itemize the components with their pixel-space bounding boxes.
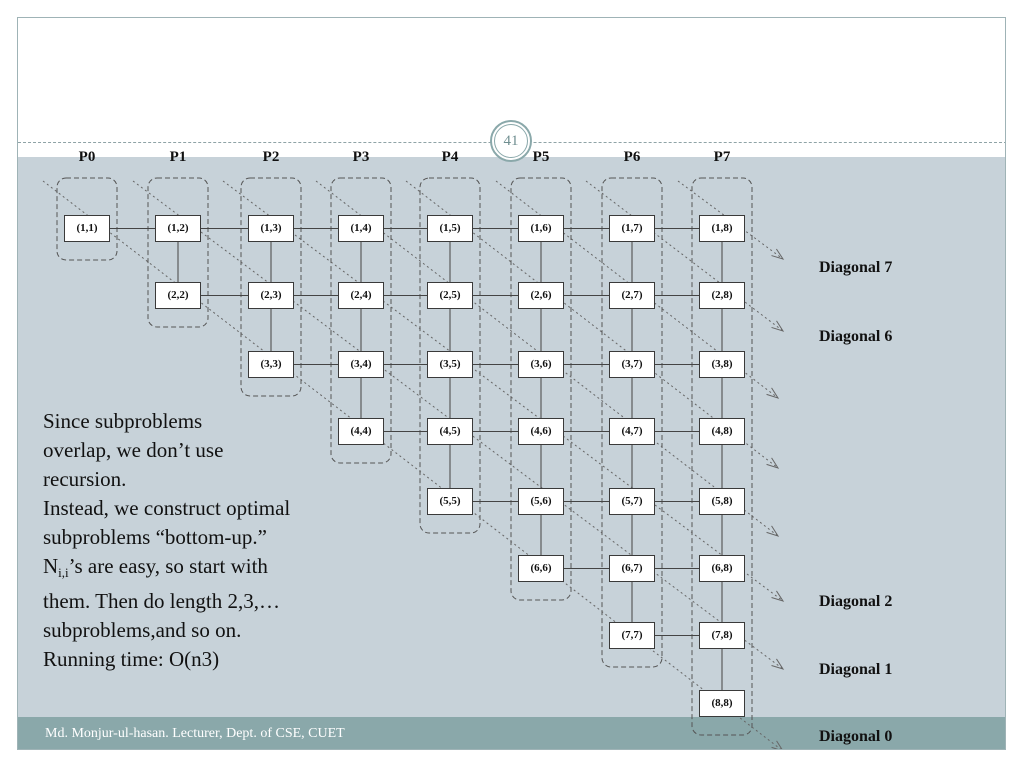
cell-6-7: (6,7) [609, 555, 655, 582]
processor-box-p1 [147, 177, 209, 328]
body-line-5: subproblems “bottom-up.” [43, 525, 267, 549]
cell-1-4: (1,4) [338, 215, 384, 242]
body-line-7: them. Then do length 2,3,… [43, 589, 280, 613]
diagonal-arrow-6 [771, 320, 785, 332]
cell-3-8: (3,8) [699, 351, 745, 378]
footer-text: Md. Monjur-ul-hasan. Lecturer, Dept. of … [45, 726, 345, 741]
body-line-2: overlap, we don’t use [43, 438, 224, 462]
body-line-6: Ni,i’s are easy, so start with [43, 552, 403, 587]
processor-label-p2: P2 [262, 149, 280, 165]
diagonal-arrow-3 [766, 525, 780, 537]
cell-5-8: (5,8) [699, 488, 745, 515]
footer-band [18, 717, 1005, 749]
cell-5-7: (5,7) [609, 488, 655, 515]
cell-2-5: (2,5) [427, 282, 473, 309]
body-line-6-rest: ’s are easy, so start with [68, 554, 268, 578]
cell-3-7: (3,7) [609, 351, 655, 378]
diagonal-guide-2 [222, 180, 784, 602]
diagonal-guide-6 [585, 180, 784, 332]
diagonal-arrow-0 [771, 740, 783, 749]
cell-4-8: (4,8) [699, 418, 745, 445]
processor-label-p3: P3 [352, 149, 370, 165]
body-line-1: Since subproblems [43, 409, 203, 433]
cell-7-7: (7,7) [609, 622, 655, 649]
body-line-8: subproblems,and so on. [43, 618, 242, 642]
cell-4-6: (4,6) [518, 418, 564, 445]
processor-label-p6: P6 [623, 149, 641, 165]
diagonal-6-label: Diagonal 6 [819, 328, 893, 345]
processor-box-p4 [419, 177, 481, 534]
cell-4-4: (4,4) [338, 418, 384, 445]
processor-label-p5: P5 [532, 149, 550, 165]
cell-7-8: (7,8) [699, 622, 745, 649]
cell-1-2: (1,2) [155, 215, 201, 242]
n-subscript: i,i [58, 565, 69, 580]
n-symbol: N [43, 554, 59, 578]
slide: Md. Monjur-ul-hasan. Lecturer, Dept. of … [17, 17, 1006, 750]
slide-number-badge: 41 [490, 120, 532, 162]
cell-8-8: (8,8) [699, 690, 745, 717]
cell-2-6: (2,6) [518, 282, 564, 309]
cell-2-7: (2,7) [609, 282, 655, 309]
cell-3-6: (3,6) [518, 351, 564, 378]
cell-6-8: (6,8) [699, 555, 745, 582]
cell-1-1: (1,1) [64, 215, 110, 242]
cell-1-7: (1,7) [609, 215, 655, 242]
diagonal-2-label: Diagonal 2 [819, 593, 893, 610]
processor-label-p7: P7 [713, 149, 731, 165]
diagonal-0-label: Diagonal 0 [819, 728, 893, 745]
processor-label-p4: P4 [441, 149, 459, 165]
cell-1-8: (1,8) [699, 215, 745, 242]
diagonal-arrow-5 [766, 387, 780, 399]
cell-5-5: (5,5) [427, 488, 473, 515]
processor-box-p0 [56, 177, 118, 261]
diagonal-arrow-1 [771, 658, 785, 670]
cell-2-3: (2,3) [248, 282, 294, 309]
body-line-3: recursion. [43, 467, 127, 491]
diagonal-arrow-7 [771, 248, 785, 260]
processor-box-p3 [330, 177, 392, 464]
diagonal-arrow-4 [766, 457, 780, 469]
cell-5-6: (5,6) [518, 488, 564, 515]
cell-1-6: (1,6) [518, 215, 564, 242]
cell-3-4: (3,4) [338, 351, 384, 378]
cell-1-3: (1,3) [248, 215, 294, 242]
body-line-9: Running time: O(n3) [43, 647, 220, 671]
diagonal-guide-0 [42, 180, 782, 749]
diagonal-1-label: Diagonal 1 [819, 661, 893, 678]
body-line-4: Instead, we construct optimal [43, 496, 291, 520]
cell-2-4: (2,4) [338, 282, 384, 309]
processor-box-p5 [510, 177, 572, 601]
processor-label-p0: P0 [78, 149, 96, 165]
cell-1-5: (1,5) [427, 215, 473, 242]
diagonal-7-label: Diagonal 7 [819, 259, 893, 276]
cell-4-7: (4,7) [609, 418, 655, 445]
cell-3-3: (3,3) [248, 351, 294, 378]
processor-box-p2 [240, 177, 302, 397]
cell-3-5: (3,5) [427, 351, 473, 378]
cell-2-8: (2,8) [699, 282, 745, 309]
processor-label-p1: P1 [169, 149, 187, 165]
cell-2-2: (2,2) [155, 282, 201, 309]
diagonal-arrow-2 [771, 590, 785, 602]
cell-4-5: (4,5) [427, 418, 473, 445]
processor-box-p7 [691, 177, 753, 736]
processor-box-p6 [601, 177, 663, 668]
body-text: Since subproblems overlap, we don’t use … [43, 407, 403, 674]
cell-6-6: (6,6) [518, 555, 564, 582]
